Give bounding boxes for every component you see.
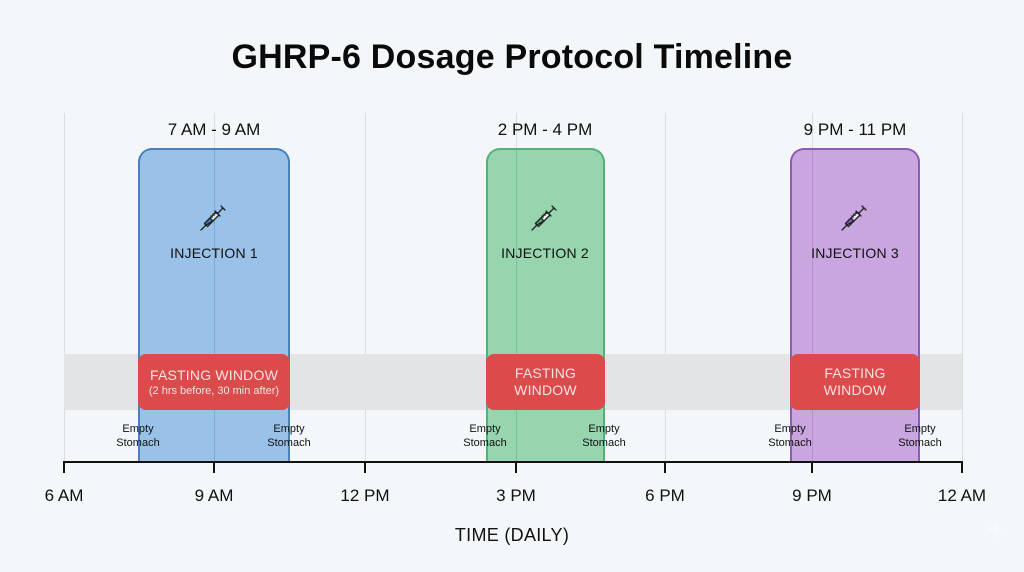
x-tick xyxy=(515,461,517,473)
gridline xyxy=(64,113,65,462)
x-tick-label: 12 AM xyxy=(937,486,987,505)
gridline-9am xyxy=(214,150,215,462)
fasting-window-note: (2 hrs before, 30 min after) xyxy=(148,384,280,397)
x-tick-label: 6 AM xyxy=(44,486,84,505)
empty-stomach-label: Empty Stomach xyxy=(267,423,311,449)
injection-3-block xyxy=(790,148,920,462)
gridline xyxy=(962,113,963,462)
gridline-3pm xyxy=(516,150,517,462)
gridline xyxy=(365,113,366,462)
chart-title: GHRP-6 Dosage Protocol Timeline xyxy=(231,38,793,76)
x-tick-label: 6 PM xyxy=(645,486,685,505)
gridline xyxy=(665,113,666,462)
x-tick-label: 9 AM xyxy=(194,486,234,505)
injection-1-range-label: 7 AM - 9 AM xyxy=(167,120,261,139)
injection-1-label: INJECTION 1 xyxy=(170,245,258,261)
fasting-window-title: FASTING WINDOW xyxy=(149,366,278,383)
x-tick-label: 3 PM xyxy=(496,486,536,505)
syringe-icon xyxy=(841,205,867,231)
x-tick xyxy=(63,461,65,473)
fasting-window-1: FASTING WINDOW (2 hrs before, 30 min aft… xyxy=(138,354,290,410)
fasting-window-2: FASTING WINDOW xyxy=(486,354,605,410)
injection-2-range-label: 2 PM - 4 PM xyxy=(497,120,593,139)
x-tick xyxy=(961,461,963,473)
x-tick xyxy=(811,461,813,473)
x-tick xyxy=(364,461,366,473)
injection-2-block xyxy=(486,148,605,462)
x-tick xyxy=(213,461,215,473)
x-axis-line xyxy=(64,461,963,463)
x-tick xyxy=(664,461,666,473)
injection-2-label: INJECTION 2 xyxy=(501,245,589,261)
x-axis-label: TIME (DAILY) xyxy=(454,525,570,545)
x-tick-label: 12 PM xyxy=(340,486,390,505)
empty-stomach-label: Empty Stomach xyxy=(898,423,942,449)
fasting-window-3: FASTING WINDOW xyxy=(790,354,920,410)
x-tick-label: 9 PM xyxy=(792,486,832,505)
syringe-icon xyxy=(200,205,226,231)
empty-stomach-label: Empty Stomach xyxy=(116,423,160,449)
injection-3-range-label: 9 PM - 11 PM xyxy=(803,120,907,139)
sparkle-icon xyxy=(985,519,1005,539)
syringe-icon xyxy=(531,205,557,231)
gridline-9pm xyxy=(812,150,813,462)
fasting-window-title: FASTING WINDOW xyxy=(514,365,577,398)
empty-stomach-label: Empty Stomach xyxy=(582,423,626,449)
injection-3-label: INJECTION 3 xyxy=(811,245,899,261)
empty-stomach-label: Empty Stomach xyxy=(463,423,507,449)
empty-stomach-label: Empty Stomach xyxy=(768,423,812,449)
fasting-window-title: FASTING WINDOW xyxy=(823,365,887,398)
injection-1-block xyxy=(138,148,290,462)
